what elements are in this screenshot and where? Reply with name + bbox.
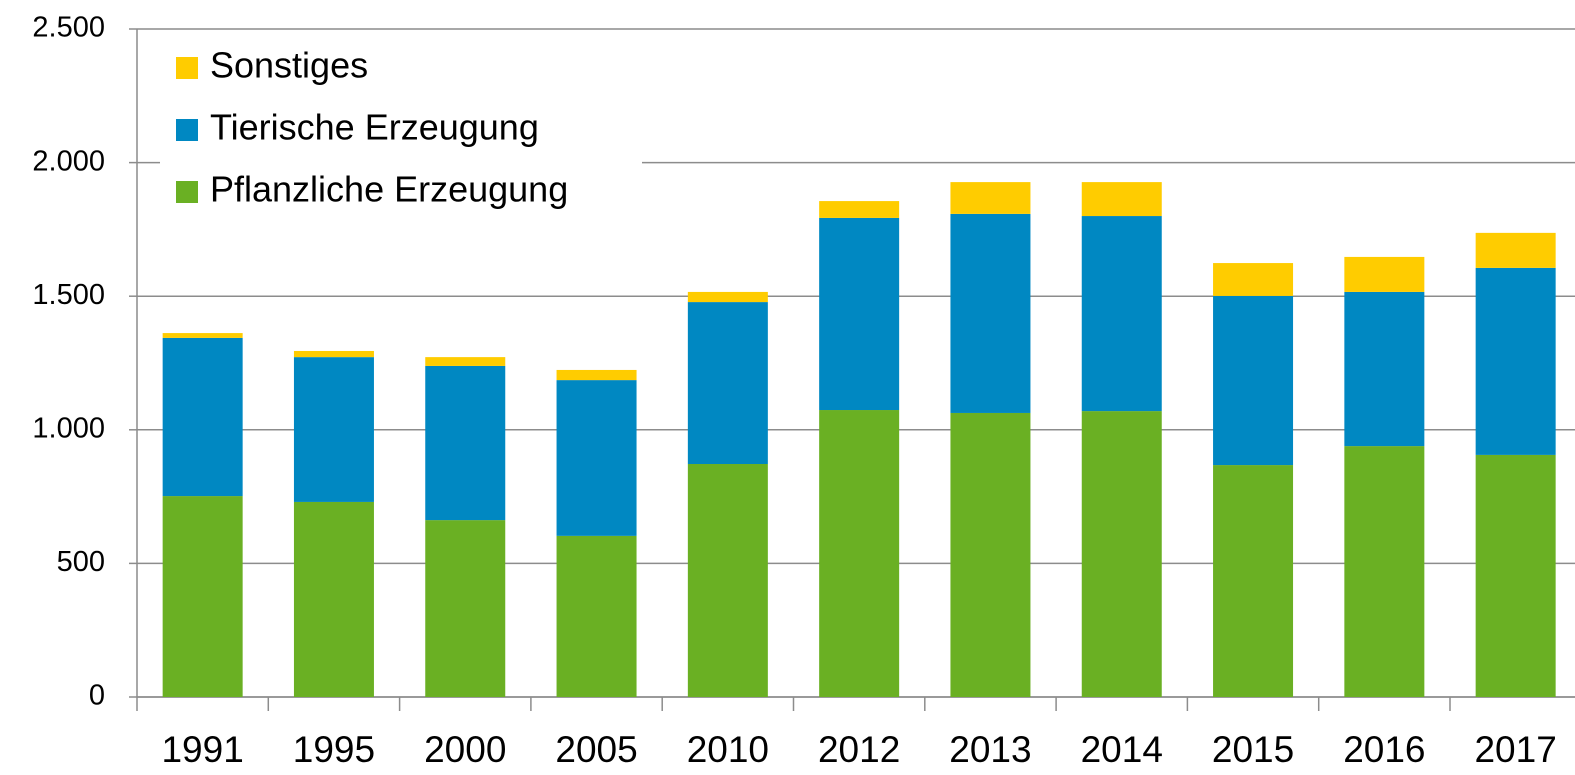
x-tick-label: 2017: [1474, 729, 1556, 770]
bar-segment: [425, 357, 506, 366]
bar-segment: [687, 291, 768, 303]
legend-swatch: [176, 181, 198, 203]
bar-segment: [1213, 263, 1294, 296]
y-tick-label: 1.000: [32, 412, 105, 444]
bar-segment: [819, 217, 900, 411]
bar-segment: [293, 350, 374, 358]
bar-segment: [1344, 256, 1425, 292]
bar-segment: [1081, 182, 1162, 217]
legend-label: Pflanzliche Erzeugung: [210, 169, 568, 210]
bar-segment: [162, 337, 243, 497]
bar-segment: [950, 412, 1031, 697]
y-tick-label: 1.500: [32, 279, 105, 311]
bar-segment: [1475, 454, 1556, 697]
x-tick-label: 2000: [424, 729, 506, 770]
x-tick-label: 2012: [818, 729, 900, 770]
bar-segment: [1213, 465, 1294, 697]
bar-segment: [950, 182, 1031, 214]
y-tick-label: 2.500: [32, 12, 105, 44]
x-tick-label: 2015: [1212, 729, 1294, 770]
bar-segment: [425, 365, 506, 521]
bar-segment: [819, 201, 900, 218]
bar-segment: [1344, 291, 1425, 447]
x-tick-label: 1995: [293, 729, 375, 770]
bar-segment: [556, 380, 637, 536]
bar-segment: [556, 369, 637, 381]
bar-segment: [1475, 267, 1556, 455]
x-tick-label: 2016: [1343, 729, 1425, 770]
x-tick-label: 1991: [161, 729, 243, 770]
bar-segment: [687, 464, 768, 697]
x-tick-label: 2013: [949, 729, 1031, 770]
bar-segment: [1213, 295, 1294, 466]
bar-segment: [556, 535, 637, 697]
legend-swatch: [176, 57, 198, 79]
bar-segment: [1081, 411, 1162, 697]
legend-label: Sonstiges: [210, 45, 368, 86]
legend-swatch: [176, 119, 198, 141]
bar-segment: [687, 302, 768, 465]
y-tick-label: 2.000: [32, 145, 105, 177]
y-tick-label: 0: [89, 680, 105, 712]
bar-segment: [425, 520, 506, 697]
bar-segment: [1475, 232, 1556, 268]
y-tick-label: 500: [57, 546, 105, 578]
x-tick-label: 2005: [555, 729, 637, 770]
bar-segment: [1081, 216, 1162, 412]
bar-segment: [162, 333, 243, 338]
bar-segment: [293, 501, 374, 697]
legend-box: [160, 40, 642, 218]
bar-segment: [950, 213, 1031, 413]
x-tick-label: 2010: [687, 729, 769, 770]
bar-segment: [819, 410, 900, 697]
legend-label: Tierische Erzeugung: [210, 107, 539, 148]
bar-segment: [293, 357, 374, 502]
x-tick-label: 2014: [1081, 729, 1163, 770]
bar-segment: [1344, 446, 1425, 697]
bar-segment: [162, 496, 243, 697]
